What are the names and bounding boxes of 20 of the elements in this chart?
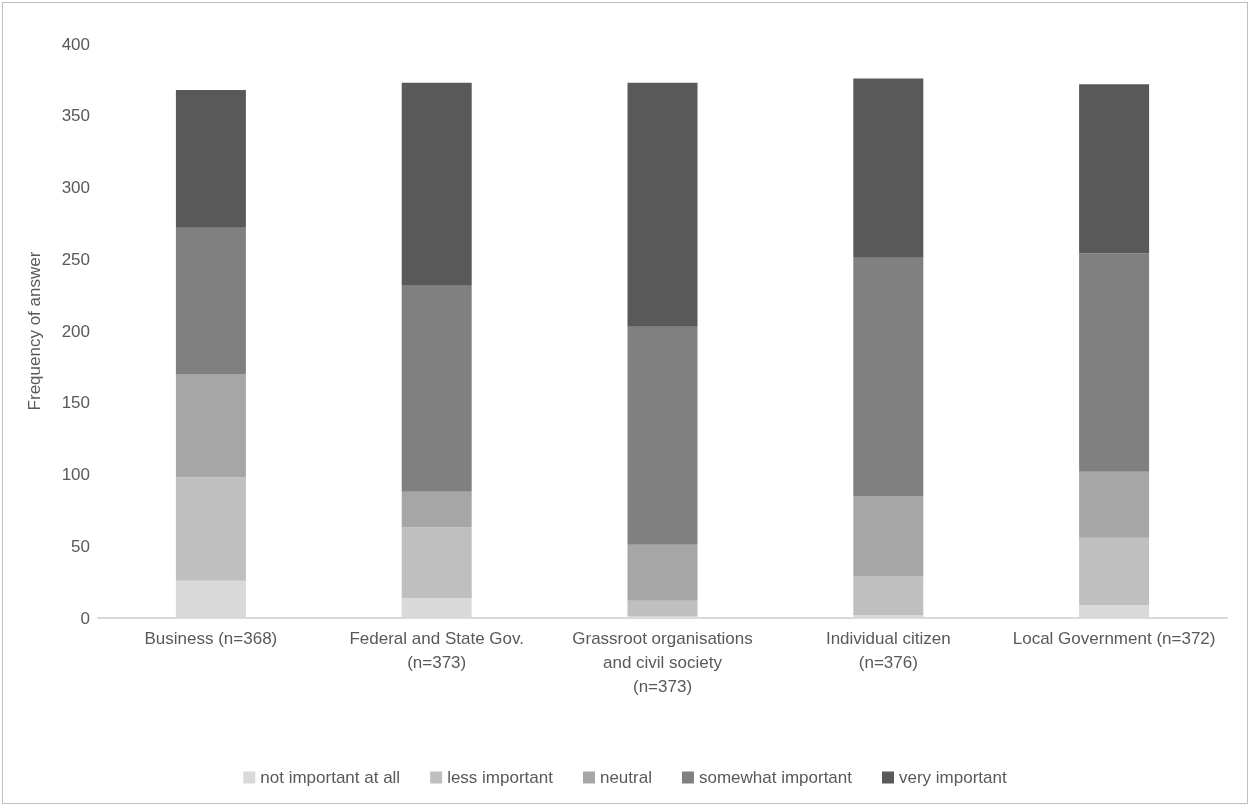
- y-tick-label: 100: [61, 465, 90, 484]
- y-axis-title: Frequency of answer: [25, 251, 44, 411]
- y-tick-label: 50: [71, 536, 90, 556]
- y-tick-label: 0: [80, 608, 90, 628]
- legend-label: very important: [899, 768, 1007, 787]
- x-tick-label: Grassroot organisations and civil society (n=373): [572, 628, 753, 696]
- x-tick-label: Local Government (n=372): [1012, 628, 1216, 648]
- legend-label: neutral: [599, 768, 652, 787]
- x-tick-label: Individual citizen (n=376): [825, 628, 951, 672]
- y-tick-label: 300: [61, 178, 90, 197]
- y-tick-label: 200: [61, 321, 90, 341]
- y-tick-label: 350: [61, 106, 90, 126]
- legend-label: not important at all: [260, 768, 401, 787]
- legend-label: less important: [447, 768, 554, 787]
- legend-label: somewhat important: [698, 768, 853, 787]
- x-tick-label: Business (n=368): [144, 628, 278, 648]
- x-tick-label: Federal and State Gov. (n=373): [349, 628, 524, 672]
- y-tick-label: 250: [61, 249, 90, 269]
- y-tick-label: 150: [61, 393, 90, 413]
- y-tick-label: 400: [61, 34, 90, 54]
